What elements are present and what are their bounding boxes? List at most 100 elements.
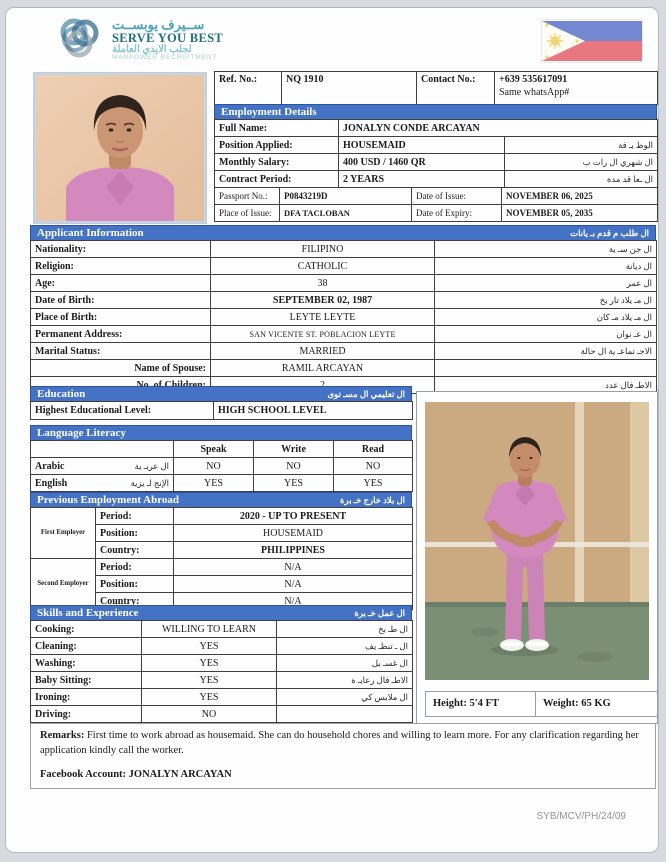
monthly-salary-label: Monthly Salary: <box>214 153 339 171</box>
arabic-write-value: NO <box>253 457 334 475</box>
previous-employment-section: Previous Employment Abroad ال بلاد خارج … <box>30 492 413 610</box>
ironing-arabic: ال ملابس كي <box>276 688 413 706</box>
applicant-information-table: Nationality: FILIPINO ال جن سـ ية Religi… <box>30 240 657 394</box>
logo-arabic-title: ســيرف يوبســت <box>112 17 205 33</box>
facebook-account: Facebook Account: JONALYN ARCAYAN <box>40 769 232 781</box>
knot-logo-icon <box>60 18 99 58</box>
document-page: ســيرف يوبســت SERVE YOU BEST لجلب الايد… <box>5 7 659 853</box>
ironing-value: YES <box>141 688 277 706</box>
marital-status-label: Marital Status: <box>30 342 211 360</box>
full-body-photo-panel: Height: 5'4 FT Weight: 65 KG <box>416 391 658 724</box>
language-empty-cell <box>30 440 174 458</box>
date-of-issue-value: NOVEMBER 06, 2025 <box>501 187 658 205</box>
washing-value: YES <box>141 654 277 672</box>
header-info-tables: Ref. No.: NQ 1910 Contact No.: +639 5356… <box>214 71 658 222</box>
education-section: Education ال تعليمي ال مسـ توى Highest E… <box>30 386 413 420</box>
logo-arabic-subtitle: لجلب الايدي العاملة <box>112 43 192 55</box>
section-header-language-literacy: Language Literacy <box>30 425 412 441</box>
cooking-arabic: ال طـ بخ <box>276 620 413 638</box>
nationality-arabic: ال جن سـ ية <box>434 240 657 258</box>
cleaning-label: Cleaning: <box>30 637 142 655</box>
logo-subtitle: MANPOWER RECRUITMENT <box>112 54 218 62</box>
date-of-expiry-label: Date of Expiry: <box>411 204 502 222</box>
ref-no-value: NQ 1910 <box>281 71 417 105</box>
agency-logo: ســيرف يوبســت SERVE YOU BEST لجلب الايد… <box>54 14 223 66</box>
washing-arabic: ال غسـ يل <box>276 654 413 672</box>
english-read-value: YES <box>333 474 413 492</box>
nationality-value: FILIPINO <box>210 240 435 258</box>
cleaning-arabic: ال ـ تنظـ يف <box>276 637 413 655</box>
date-of-expiry-value: NOVEMBER 05, 2035 <box>501 204 658 222</box>
logo-title: SERVE YOU BEST <box>112 30 223 45</box>
first-country-value: PHILIPPINES <box>173 541 413 559</box>
place-of-issue-value: DFA TACLOBAN <box>279 204 412 222</box>
language-literacy-table: Speak Write Read Arabic ال عربـ ية NO NO… <box>30 440 413 492</box>
employment-details-table: Full Name: JONALYN CONDE ARCAYAN Positio… <box>214 119 658 188</box>
place-of-issue-label: Place of Issue: <box>214 204 280 222</box>
section-header-skills: Skills and Experience ال عمل خـ برة <box>30 605 412 621</box>
cooking-value: WILLING TO LEARN <box>141 620 277 638</box>
washing-label: Washing: <box>30 654 142 672</box>
ironing-label: Ironing: <box>30 688 142 706</box>
monthly-salary-value: 400 USD / 1460 QR <box>338 153 505 171</box>
arabic-read-value: NO <box>333 457 413 475</box>
contract-period-label: Contract Period: <box>214 170 339 188</box>
document-reference-code: SYB/MCV/PH/24/09 <box>536 811 626 822</box>
passport-table: Passport No.: P0843219D Date of Issue: N… <box>214 187 658 222</box>
monthly-salary-arabic: ال شهري ال رات ب <box>503 153 658 171</box>
remarks-text: Remarks: First time to work abroad as ho… <box>40 730 639 756</box>
skills-table: Cooking: WILLING TO LEARN ال طـ بخ Clean… <box>30 620 413 723</box>
english-write-value: YES <box>253 474 334 492</box>
skills-arabic: ال عمل خـ برة <box>354 607 405 618</box>
applicant-portrait-photo <box>33 72 207 224</box>
ref-contact-table: Ref. No.: NQ 1910 Contact No.: +639 5356… <box>214 71 658 105</box>
age-value: 38 <box>210 274 435 292</box>
name-of-spouse-label: Name of Spouse: <box>30 359 211 377</box>
position-applied-label: Position Applied: <box>214 136 339 154</box>
highest-education-value: HIGH SCHOOL LEVEL <box>213 401 413 420</box>
first-employer-label: First Employer <box>30 507 96 559</box>
passport-no-value: P0843219D <box>279 187 412 205</box>
cooking-label: Cooking: <box>30 620 142 638</box>
weight-value: Weight: 65 KG <box>535 691 658 717</box>
remarks-label: Remarks: <box>40 730 85 741</box>
first-position-label: Position: <box>95 524 174 542</box>
first-period-label: Period: <box>95 507 174 525</box>
section-header-previous-employment: Previous Employment Abroad ال بلاد خارج … <box>30 492 412 508</box>
second-period-label: Period: <box>95 558 174 576</box>
previous-employment-table: First Employer Period: 2020 - UP TO PRES… <box>30 507 413 610</box>
name-of-spouse-value: RAMIL ARCAYAN <box>210 359 435 377</box>
marital-status-value: MARRIED <box>210 342 435 360</box>
education-arabic: ال تعليمي ال مسـ توى <box>327 388 405 399</box>
contact-no-label: Contact No.: <box>416 71 495 105</box>
english-language-label: English الإنج لـ يزية <box>30 474 174 492</box>
date-of-birth-value: SEPTEMBER 02, 1987 <box>210 291 435 309</box>
second-position-label: Position: <box>95 575 174 593</box>
applicant-information-arabic: ال طلب م قدم بـ يانات <box>570 227 649 238</box>
philippine-flag-icon <box>541 19 643 63</box>
first-country-label: Country: <box>95 541 174 559</box>
permanent-address-value: SAN VICENTE ST. POBLACION LEYTE <box>210 325 435 343</box>
date-of-birth-label: Date of Birth: <box>30 291 211 309</box>
language-literacy-section: Language Literacy Speak Write Read Arabi… <box>30 425 413 492</box>
date-of-issue-label: Date of Issue: <box>411 187 502 205</box>
permanent-address-arabic: ال عـ نوان <box>434 325 657 343</box>
highest-education-label: Highest Educational Level: <box>30 401 214 420</box>
second-employer-label: Second Employer <box>30 558 96 610</box>
religion-value: CATHOLIC <box>210 257 435 275</box>
position-applied-arabic: الوظ يـ فة <box>503 136 658 154</box>
contract-period-value: 2 YEARS <box>338 170 505 188</box>
full-name-label: Full Name: <box>214 119 339 137</box>
permanent-address-label: Permanent Address: <box>30 325 211 343</box>
read-column-header: Read <box>333 440 413 458</box>
section-header-education: Education ال تعليمي ال مسـ توى <box>30 386 412 402</box>
baby-sitting-arabic: الاطـ فال رعايـ ة <box>276 671 413 689</box>
previous-employment-arabic: ال بلاد خارج خـ برة <box>340 494 405 505</box>
passport-no-label: Passport No.: <box>214 187 280 205</box>
second-period-value: N/A <box>173 558 413 576</box>
driving-arabic <box>276 705 413 723</box>
nationality-label: Nationality: <box>30 240 211 258</box>
write-column-header: Write <box>253 440 334 458</box>
skills-section: Skills and Experience ال عمل خـ برة Cook… <box>30 605 413 723</box>
driving-label: Driving: <box>30 705 142 723</box>
